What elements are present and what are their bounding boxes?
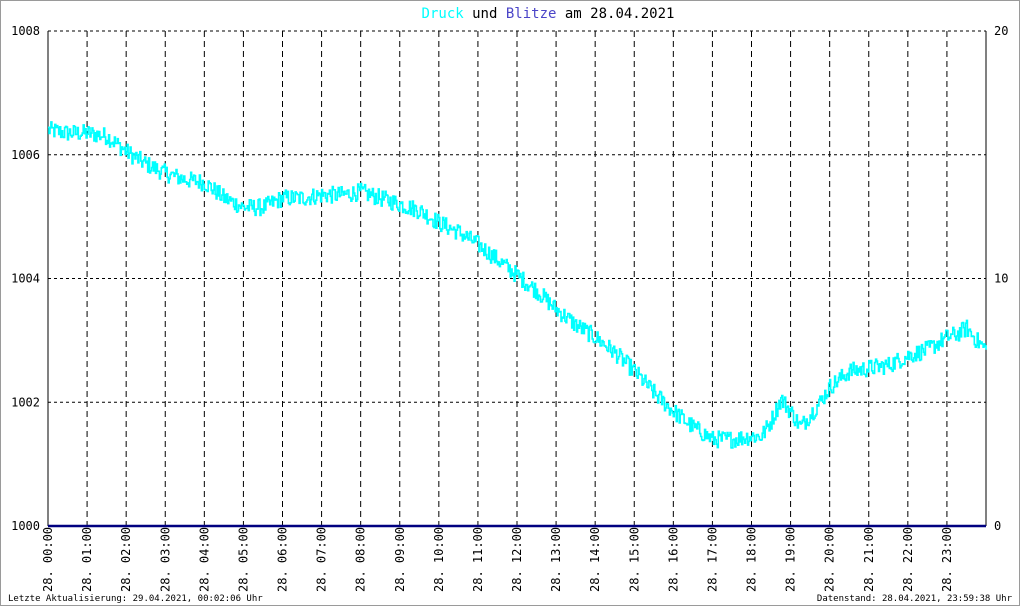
x-tick-label: 28. 22:00 bbox=[901, 527, 915, 592]
x-tick-label: 28. 12:00 bbox=[510, 527, 524, 592]
title-blitze: Blitze bbox=[506, 6, 557, 22]
x-tick-label: 28. 20:00 bbox=[823, 527, 837, 592]
x-tick-label: 28. 02:00 bbox=[119, 527, 133, 592]
x-tick-label: 28. 09:00 bbox=[393, 527, 407, 592]
y-left-tick-label: 1000 bbox=[11, 519, 40, 533]
x-tick-label: 28. 04:00 bbox=[197, 527, 211, 592]
series-druck-line bbox=[48, 121, 987, 449]
x-tick-label: 28. 05:00 bbox=[236, 527, 250, 592]
x-tick-label: 28. 13:00 bbox=[549, 527, 563, 592]
title-und: und bbox=[464, 6, 506, 22]
x-tick-label: 28. 23:00 bbox=[940, 527, 954, 592]
x-tick-label: 28. 00:00 bbox=[41, 527, 55, 592]
x-tick-label: 28. 06:00 bbox=[276, 527, 290, 592]
x-tick-label: 28. 03:00 bbox=[158, 527, 172, 592]
x-tick-label: 28. 07:00 bbox=[315, 527, 329, 592]
x-tick-label: 28. 14:00 bbox=[588, 527, 602, 592]
y-left-tick-label: 1006 bbox=[11, 148, 40, 162]
y-right-tick-label: 0 bbox=[994, 519, 1001, 533]
title-date: am 28.04.2021 bbox=[556, 6, 674, 22]
x-tick-label: 28. 16:00 bbox=[666, 527, 680, 592]
y-left-tick-label: 1002 bbox=[11, 395, 40, 409]
axes: 1000 1002 1004 1006 1008 0 10 20 28. 00:00 28. 01… bbox=[11, 24, 1008, 592]
y-right-tick-label: 20 bbox=[994, 24, 1008, 38]
footer-last-update: Letzte Aktualisierung: 29.04.2021, 00:02… bbox=[8, 594, 263, 604]
y-left-tick-label: 1004 bbox=[11, 272, 40, 286]
x-tick-label: 28. 17:00 bbox=[705, 527, 719, 592]
x-tick-label: 28. 01:00 bbox=[80, 527, 94, 592]
x-tick-label: 28. 08:00 bbox=[354, 527, 368, 592]
plot-area bbox=[48, 121, 987, 528]
title-druck: Druck bbox=[422, 6, 465, 22]
x-tick-label: 28. 21:00 bbox=[862, 527, 876, 592]
grid bbox=[48, 30, 986, 526]
x-tick-label: 28. 18:00 bbox=[745, 527, 759, 592]
y-right-tick-label: 10 bbox=[994, 272, 1008, 286]
chart-title: Druck und Blitze am 28.04.2021 bbox=[422, 6, 675, 22]
x-tick-label: 28. 15:00 bbox=[627, 527, 641, 592]
footer-data-status: Datenstand: 28.04.2021, 23:59:38 Uhr bbox=[817, 594, 1013, 604]
x-tick-label: 28. 11:00 bbox=[471, 527, 485, 592]
x-tick-label: 28. 10:00 bbox=[432, 527, 446, 592]
x-tick-label: 28. 19:00 bbox=[784, 527, 798, 592]
y-left-tick-label: 1008 bbox=[11, 24, 40, 38]
